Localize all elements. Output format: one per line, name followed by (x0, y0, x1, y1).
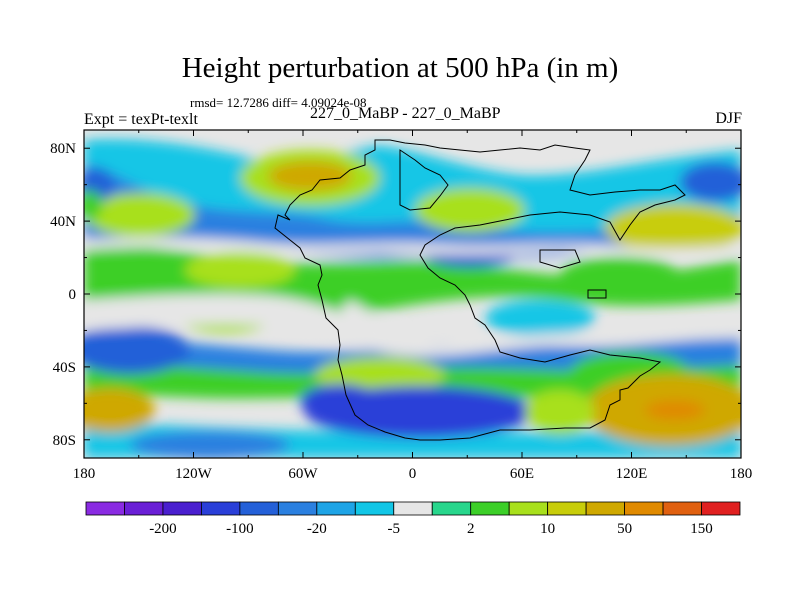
colorbar-swatch (470, 501, 510, 516)
colorbar-swatch (585, 501, 625, 516)
y-tick-label: 0 (69, 287, 77, 303)
field-blob (84, 190, 102, 220)
field-blob (185, 252, 295, 288)
field-gap (340, 300, 405, 345)
field-blob (680, 162, 741, 202)
x-tick-label: 60E (510, 466, 534, 482)
field-band (84, 165, 741, 259)
field-blob (315, 357, 445, 393)
colorbar-swatch (431, 501, 472, 516)
colorbar: -200 -100 -20 -5 2 10 50 150 (85, 501, 741, 537)
x-tick-label: 0 (409, 466, 417, 482)
field-blob (84, 326, 190, 374)
colorbar-swatch (85, 501, 125, 516)
colorbar-label: 50 (617, 521, 632, 537)
colorbar-label: -100 (226, 521, 254, 537)
experiment-label: Expt = texPt-texlt (84, 111, 198, 128)
colorbar-swatch (162, 501, 202, 516)
colorbar-label: -5 (388, 521, 401, 537)
colorbar-swatch (316, 501, 356, 516)
field-blob (268, 161, 352, 191)
colorbar-swatch (701, 501, 741, 516)
colorbar-label: -200 (149, 521, 177, 537)
colorbar-swatch (508, 501, 549, 516)
colorbar-swatch (662, 501, 702, 516)
field-blob (130, 431, 290, 458)
field-blob (605, 204, 741, 252)
colorbar-swatch (277, 501, 318, 516)
colorbar-label: 150 (690, 521, 713, 537)
field-blob (525, 390, 595, 434)
field-blob (485, 300, 595, 336)
field-blob (560, 257, 680, 293)
colorbar-label: -20 (307, 521, 327, 537)
y-tick-label: 80N (50, 141, 76, 157)
land-outline (539, 249, 581, 269)
colorbar-swatch (624, 501, 664, 516)
land-outline (274, 139, 686, 441)
field-blob (85, 193, 195, 237)
colorbar-label: 10 (540, 521, 555, 537)
field-blob (84, 388, 155, 432)
field-blob (415, 188, 525, 232)
x-tick-label: 180 (73, 466, 96, 482)
x-tick-label: 60W (288, 466, 318, 482)
map-field (84, 130, 741, 458)
colorbar-swatch (393, 501, 433, 516)
colorbar-swatch (239, 501, 279, 516)
land-outline (587, 289, 607, 299)
colorbar-swatch (201, 501, 241, 516)
field-blob (645, 400, 705, 420)
stats-text: rmsd= 12.7286 diff= 4.09024e-08 (190, 95, 367, 110)
colorbar-label: 2 (467, 521, 475, 537)
colorbar-swatch (354, 501, 395, 516)
field-gap (84, 293, 741, 357)
x-tick-label: 120W (175, 466, 213, 482)
x-tick-label: 120E (616, 466, 648, 482)
axes: 180 120W 60W 0 60E 120E 180 80N 40N 0 40S 80S (50, 130, 752, 482)
land-outline (399, 149, 449, 211)
y-tick-label: 80S (53, 433, 76, 449)
x-tick-label: 180 (730, 466, 753, 482)
season-label: DJF (715, 110, 742, 127)
colorbar-swatch (547, 501, 587, 516)
field-gap (84, 237, 741, 255)
y-tick-label: 40N (50, 214, 76, 230)
y-tick-label: 40S (53, 360, 76, 376)
experiment-name: 227_0_MaBP - 227_0_MaBP (310, 105, 501, 122)
chart-title: Height perturbation at 500 hPa (in m) (181, 52, 619, 84)
field-blob (300, 384, 380, 420)
colorbar-swatch (124, 501, 164, 516)
